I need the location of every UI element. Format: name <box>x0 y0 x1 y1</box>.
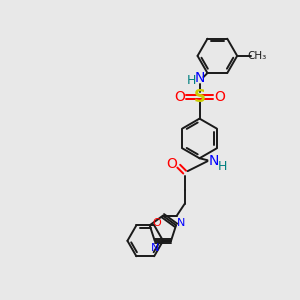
Text: N: N <box>151 243 159 253</box>
Text: O: O <box>214 90 225 104</box>
Text: O: O <box>174 90 185 104</box>
Text: N: N <box>177 218 185 228</box>
Text: H: H <box>187 74 196 88</box>
Text: N: N <box>208 154 219 168</box>
Text: O: O <box>167 157 177 171</box>
Text: CH₃: CH₃ <box>248 51 267 61</box>
Text: N: N <box>194 71 205 85</box>
Text: O: O <box>152 218 161 228</box>
Text: H: H <box>218 160 227 173</box>
Text: S: S <box>194 88 206 106</box>
